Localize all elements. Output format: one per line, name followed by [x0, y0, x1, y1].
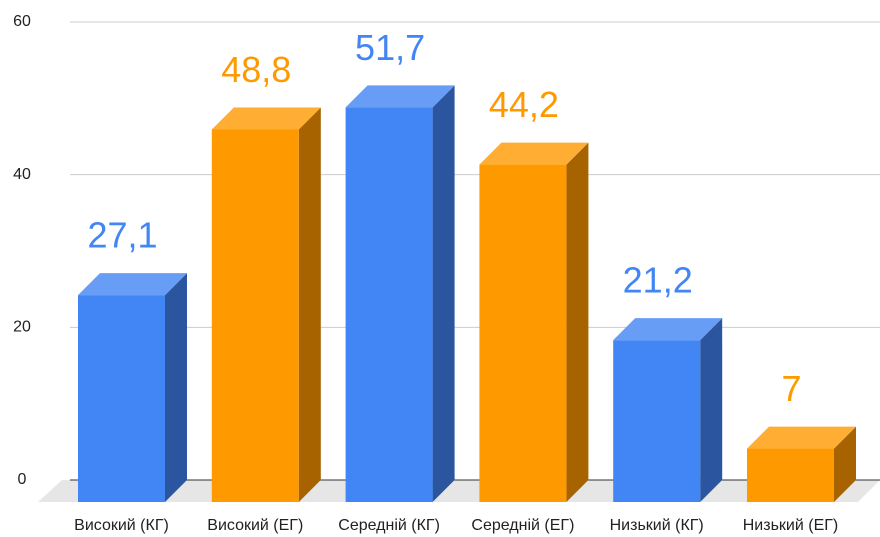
bar-top — [613, 318, 723, 341]
bar-side — [165, 273, 187, 502]
bar-top — [747, 426, 856, 449]
x-tick-label: Середній (ЕГ) — [471, 517, 574, 534]
bar-top — [479, 142, 589, 165]
value-label: 44,2 — [489, 84, 559, 125]
y-tick-label: 60 — [13, 13, 31, 30]
x-tick-label: Низький (ЕГ) — [743, 517, 838, 534]
bar-side — [298, 107, 321, 502]
bar-side — [834, 426, 856, 502]
bar — [211, 129, 299, 502]
value-label: 48,8 — [221, 49, 291, 90]
x-tick-label: Низький (КГ) — [610, 517, 704, 534]
y-tick-label: 0 — [18, 471, 27, 488]
bar-top — [345, 85, 455, 108]
bar — [345, 107, 433, 503]
x-tick-label: Високий (КГ) — [74, 517, 169, 534]
value-label: 21,2 — [623, 260, 693, 301]
y-tick-label: 20 — [13, 319, 31, 336]
x-tick-label: Середній (КГ) — [338, 517, 440, 534]
bar-side — [566, 142, 589, 502]
value-label: 51,7 — [355, 27, 425, 68]
bar-top — [211, 107, 321, 130]
bar-side — [700, 318, 723, 502]
value-label: 27,1 — [87, 215, 157, 256]
bar-top — [78, 273, 187, 296]
x-tick-label: Високий (ЕГ) — [207, 517, 303, 534]
y-tick-label: 40 — [13, 166, 31, 183]
bar-side — [432, 85, 455, 503]
bar — [747, 448, 834, 502]
bar — [78, 295, 165, 502]
bar — [479, 164, 567, 502]
bar — [613, 340, 701, 502]
value-label: 7 — [781, 368, 801, 409]
